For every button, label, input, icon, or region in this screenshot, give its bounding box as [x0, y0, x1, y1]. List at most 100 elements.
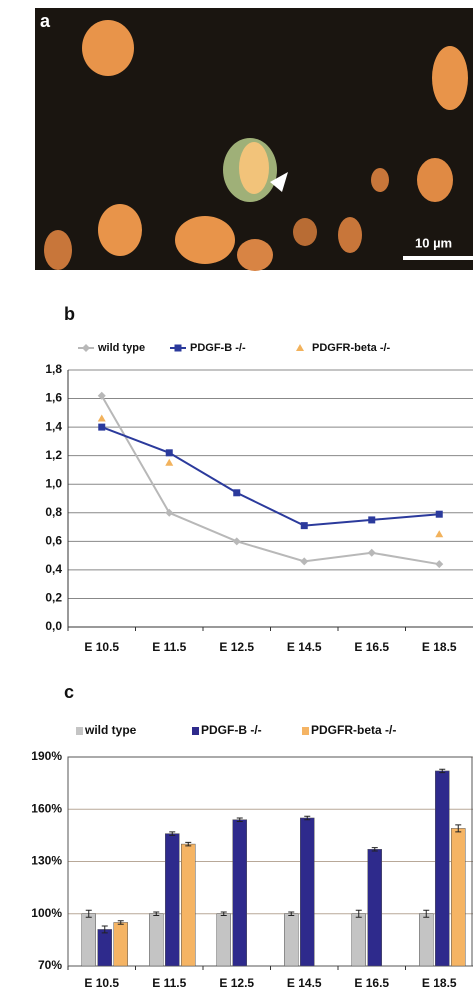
- marker: [98, 423, 106, 431]
- cell: [338, 217, 362, 253]
- y-tick-label: 1,0: [45, 476, 62, 490]
- marker: [296, 344, 304, 351]
- bar: [435, 770, 450, 967]
- marker: [165, 449, 173, 457]
- error-bar: [169, 831, 176, 836]
- x-tick-label: E 16.5: [354, 976, 389, 990]
- y-tick-label: 0,4: [45, 562, 62, 576]
- error-bar: [153, 911, 160, 916]
- marker: [368, 516, 376, 524]
- y-tick-label: 1,6: [45, 391, 62, 405]
- bar: [113, 922, 128, 967]
- y-tick-label: 0,6: [45, 534, 62, 548]
- y-tick-label: 1,2: [45, 448, 62, 462]
- y-tick-label: 70%: [38, 958, 62, 972]
- y-tick-label: 1,8: [45, 362, 62, 376]
- cell: [237, 239, 273, 271]
- error-bar: [439, 768, 446, 774]
- legend-label: PDGFR-beta -/-: [312, 342, 391, 354]
- legend-swatch: [192, 727, 199, 735]
- marker: [174, 344, 182, 352]
- bar: [165, 833, 180, 967]
- panel-label: c: [64, 682, 74, 702]
- bar: [351, 913, 366, 967]
- series-line: [100, 395, 440, 566]
- y-tick-label: 190%: [31, 749, 62, 763]
- x-tick-label: E 18.5: [422, 640, 457, 654]
- x-tick-label: E 14.5: [287, 640, 322, 654]
- marker: [233, 489, 241, 497]
- cell: [371, 168, 389, 192]
- x-tick-label: E 11.5: [152, 640, 186, 654]
- marker: [300, 522, 308, 530]
- y-tick-label: 0,0: [45, 619, 62, 633]
- marker: [435, 510, 443, 518]
- scale-bar-label: 10 µm: [415, 235, 452, 250]
- x-tick-label: E 14.5: [287, 976, 322, 990]
- y-tick-label: 100%: [31, 906, 62, 920]
- legend-label: PDGF-B -/-: [190, 342, 246, 354]
- x-tick-label: E 18.5: [422, 976, 457, 990]
- legend-swatch: [302, 727, 309, 735]
- cell: [417, 158, 453, 202]
- bar: [97, 929, 112, 967]
- series-line: [101, 426, 440, 527]
- x-tick-label: E 12.5: [219, 640, 254, 654]
- x-tick-label: E 10.5: [84, 640, 119, 654]
- legend-label: wild type: [97, 342, 145, 354]
- bar: [284, 913, 299, 967]
- marker: [82, 344, 90, 352]
- error-bar: [101, 925, 108, 934]
- error-bar: [236, 817, 243, 822]
- legend-label: PDGFR-beta -/-: [311, 723, 396, 737]
- micrograph: 10 µm a: [35, 8, 473, 271]
- y-tick-label: 160%: [31, 801, 62, 815]
- cell: [432, 46, 468, 110]
- panel-label: b: [64, 304, 75, 324]
- error-bar: [423, 909, 430, 918]
- error-bar: [117, 920, 124, 925]
- panel-label: a: [40, 11, 51, 31]
- legend-swatch: [76, 727, 83, 735]
- legend-label: wild type: [84, 723, 137, 737]
- bar: [419, 913, 434, 967]
- cell: [44, 230, 72, 270]
- error-bar: [288, 911, 295, 916]
- error-bar: [371, 847, 378, 852]
- marker: [367, 548, 376, 557]
- pericyte-core: [239, 142, 269, 194]
- error-bar: [355, 909, 362, 918]
- error-bar: [304, 815, 311, 821]
- marker: [300, 557, 309, 566]
- arrowhead: [270, 172, 288, 192]
- bar: [149, 913, 164, 967]
- bar: [367, 849, 382, 967]
- cell: [82, 20, 134, 76]
- legend-label: PDGF-B -/-: [201, 723, 262, 737]
- marker: [232, 537, 241, 546]
- cell: [175, 216, 235, 264]
- bar: [300, 817, 315, 967]
- error-bar: [455, 824, 462, 833]
- error-bar: [185, 841, 192, 847]
- marker: [97, 391, 106, 400]
- y-tick-label: 1,4: [45, 419, 62, 433]
- x-tick-label: E 12.5: [219, 976, 254, 990]
- x-tick-label: E 10.5: [84, 976, 119, 990]
- cell: [293, 218, 317, 246]
- x-tick-label: E 16.5: [354, 640, 389, 654]
- error-bar: [220, 911, 227, 916]
- bar: [81, 913, 96, 967]
- y-tick-label: 130%: [31, 854, 62, 868]
- marker: [435, 530, 444, 538]
- y-tick-label: 0,2: [45, 591, 62, 605]
- marker: [165, 458, 174, 466]
- bar: [232, 819, 247, 967]
- marker: [435, 560, 444, 569]
- marker: [97, 414, 106, 422]
- marker: [165, 508, 174, 517]
- bar: [216, 913, 231, 967]
- x-tick-label: E 11.5: [152, 976, 186, 990]
- error-bar: [85, 909, 92, 918]
